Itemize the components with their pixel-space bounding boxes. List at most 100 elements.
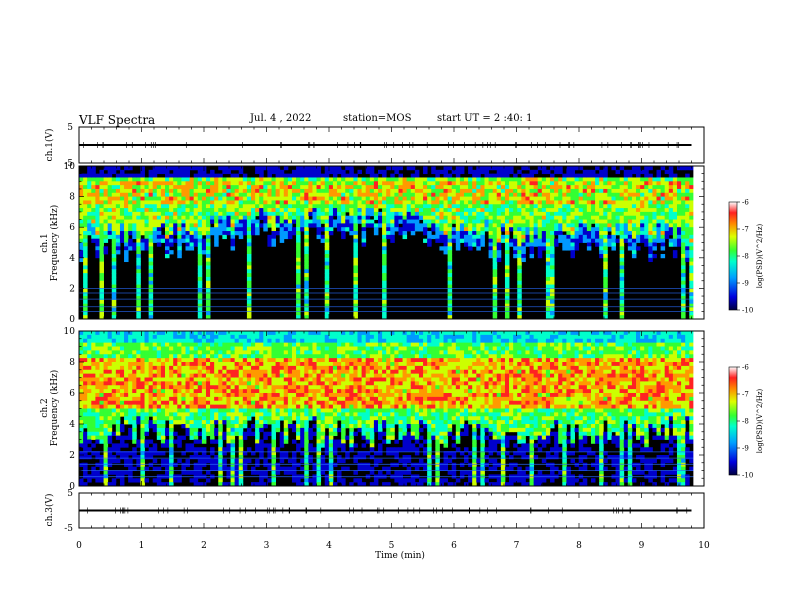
spectrogram-cell: [79, 373, 84, 378]
spectrogram-cell: [87, 439, 92, 444]
spectrogram-cell: [423, 192, 428, 198]
spectrogram-cell: [582, 188, 588, 194]
spectrogram-cell: [361, 231, 367, 236]
spectrogram-cell: [246, 188, 252, 194]
spectrogram-cell: [484, 223, 489, 228]
spectrogram-cell: [406, 211, 412, 217]
spectrogram-cell: [214, 420, 219, 425]
spectrogram-cell: [586, 234, 592, 240]
spectrogram-cell: [685, 253, 690, 259]
spectrogram-cell: [148, 196, 154, 201]
spectrogram-cell: [586, 169, 592, 175]
spectrogram-cell: [263, 420, 268, 425]
spectrogram-cell: [160, 458, 166, 464]
spectrogram-cell: [267, 389, 272, 394]
spectrogram-cell: [99, 408, 104, 413]
spectrogram-cell: [562, 219, 567, 224]
spectrogram-cell: [570, 192, 575, 198]
spectrogram-cell: [103, 166, 109, 171]
spectrogram-cell: [324, 231, 330, 236]
spectrogram-cell: [312, 173, 317, 178]
spectrogram-cell: [119, 169, 125, 175]
spectrogram-cell: [160, 185, 166, 190]
spectrogram-cell: [132, 342, 137, 347]
spectrogram-cell: [296, 276, 301, 282]
spectrogram-cell: [193, 219, 199, 224]
spectrogram-cell: [177, 443, 182, 448]
spectrogram-cell: [103, 196, 109, 201]
spectrogram-cell: [300, 185, 305, 190]
spectrogram-cell: [136, 223, 141, 228]
spectrogram-cell: [689, 192, 694, 198]
spectrogram-cell: [152, 424, 158, 429]
spectrogram-cell: [128, 354, 133, 359]
spectrogram-cell: [406, 185, 412, 190]
spectrogram-cell: [525, 181, 530, 186]
spectrogram-cell: [124, 250, 129, 255]
spectrogram-cell: [193, 185, 199, 190]
spectrogram-cell: [107, 211, 113, 217]
spectrogram-cell: [177, 223, 182, 228]
spectrogram-cell: [226, 373, 231, 378]
spectrogram-cell: [681, 204, 686, 209]
spectrogram-cell: [455, 223, 461, 228]
spectrogram-cell: [107, 342, 113, 347]
spectrogram-cell: [283, 185, 289, 190]
spectrogram-cell: [185, 181, 190, 186]
spectrogram-cell: [369, 223, 375, 228]
spectrogram-cell: [537, 246, 543, 251]
spectrogram-cell: [636, 185, 641, 190]
spectrogram-cell: [603, 253, 608, 259]
spectrogram-cell: [664, 181, 670, 186]
spectrogram-cell: [111, 265, 117, 270]
spectrogram-cell: [255, 362, 260, 367]
spectrogram-cell: [287, 177, 293, 182]
spectrogram-cell: [177, 346, 182, 351]
spectrogram-cell: [140, 181, 145, 186]
spectrogram-cell: [611, 227, 616, 232]
spectrogram-cell: [83, 181, 88, 186]
spectrogram-cell: [447, 303, 453, 308]
spectrogram-cell: [99, 412, 104, 417]
spectrogram-cell: [99, 177, 104, 182]
spectrogram-cell: [177, 192, 182, 198]
spectrogram-cell: [111, 257, 117, 263]
spectrogram-cell: [492, 192, 498, 198]
spectrogram-cell: [304, 181, 309, 186]
spectrogram-cell: [214, 393, 219, 398]
spectrogram-cell: [259, 416, 264, 421]
spectrogram-cell: [201, 416, 207, 421]
spectrogram-cell: [259, 338, 264, 344]
spectrogram-cell: [263, 346, 268, 351]
spectrogram-cell: [435, 192, 440, 198]
spectrogram-cell: [431, 208, 436, 213]
spectrogram-cell: [595, 211, 600, 217]
spectrogram-cell: [197, 447, 203, 452]
spectrogram-cell: [144, 404, 150, 409]
spectrogram-cell: [193, 396, 199, 402]
spectrogram-cell: [205, 303, 211, 308]
spectrogram-cell: [603, 284, 608, 289]
spectrogram-cell: [259, 358, 264, 363]
spectrogram-cell: [99, 478, 104, 483]
spectrogram-cell: [316, 169, 322, 175]
spectrogram-cell: [644, 208, 649, 213]
spectrogram-cell: [185, 443, 190, 448]
spectrogram-cell: [304, 265, 309, 270]
spectrogram-cell: [472, 208, 477, 213]
spectrogram-cell: [156, 238, 162, 243]
spectrogram-cell: [230, 373, 236, 378]
spectrogram-cell: [83, 188, 88, 194]
spectrogram-cell: [271, 443, 276, 448]
spectrogram-cell: [271, 385, 276, 390]
spectrogram-cell: [111, 284, 117, 289]
spectrogram-cell: [197, 470, 203, 475]
spectrogram-cell: [689, 265, 694, 270]
spectrogram-cell: [173, 188, 178, 194]
spectrogram-cell: [95, 393, 100, 398]
spectrogram-cell: [603, 265, 608, 270]
spectrogram-cell: [373, 204, 379, 209]
spectrogram-cell: [189, 470, 195, 475]
spectrogram-cell: [275, 462, 281, 468]
spectrogram-cell: [144, 412, 150, 417]
